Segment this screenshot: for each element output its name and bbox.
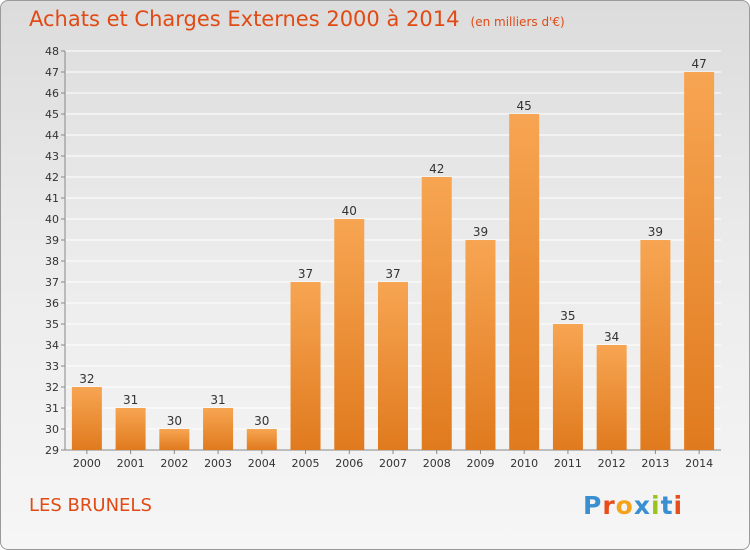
x-tick-label: 2001 xyxy=(117,457,145,470)
y-tick-label: 30 xyxy=(45,423,59,436)
bar-2010 xyxy=(509,114,540,450)
data-label: 45 xyxy=(517,99,532,113)
bars xyxy=(71,72,715,450)
logo-letter: r xyxy=(602,491,616,520)
data-label: 39 xyxy=(473,225,488,239)
y-tick-label: 36 xyxy=(45,297,59,310)
x-tick-label: 2012 xyxy=(598,457,626,470)
chart-title-block: Achats et Charges Externes 2000 à 2014 (… xyxy=(29,7,565,31)
y-tick-label: 35 xyxy=(45,318,59,331)
bar-2002 xyxy=(159,429,190,450)
logo-letter: P xyxy=(583,491,603,520)
y-tick-label: 43 xyxy=(45,150,59,163)
x-tick-label: 2014 xyxy=(685,457,713,470)
x-tick-label: 2010 xyxy=(510,457,538,470)
data-label: 42 xyxy=(429,162,444,176)
x-tick-label: 2008 xyxy=(423,457,451,470)
bar-2014 xyxy=(684,72,715,450)
y-tick-label: 45 xyxy=(45,108,59,121)
data-label: 31 xyxy=(210,393,225,407)
data-label: 30 xyxy=(167,414,182,428)
bar-2006 xyxy=(334,219,365,450)
data-label: 47 xyxy=(691,57,706,71)
bar-2003 xyxy=(203,408,234,450)
x-tick-label: 2002 xyxy=(160,457,188,470)
y-tick-label: 31 xyxy=(45,402,59,415)
x-tick-label: 2004 xyxy=(248,457,276,470)
y-tick-label: 37 xyxy=(45,276,59,289)
x-tick-label: 2013 xyxy=(641,457,669,470)
y-tick-label: 42 xyxy=(45,171,59,184)
y-tick-label: 38 xyxy=(45,255,59,268)
bar-2000 xyxy=(71,387,102,450)
bar-2005 xyxy=(290,282,321,450)
data-label: 31 xyxy=(123,393,138,407)
data-label: 37 xyxy=(298,267,313,281)
y-tick-label: 47 xyxy=(45,66,59,79)
logo-letter: t xyxy=(660,491,674,520)
y-tick-label: 44 xyxy=(45,129,59,142)
data-label: 39 xyxy=(648,225,663,239)
bar-2011 xyxy=(552,324,583,450)
y-tick-label: 29 xyxy=(45,444,59,457)
data-label: 34 xyxy=(604,330,619,344)
x-tick-label: 2011 xyxy=(554,457,582,470)
y-tick-label: 32 xyxy=(45,381,59,394)
logo-letter: i xyxy=(651,491,661,520)
logo-letter: x xyxy=(633,491,651,520)
bar-2013 xyxy=(640,240,671,450)
chart-title: Achats et Charges Externes 2000 à 2014 xyxy=(29,7,460,31)
bar-2004 xyxy=(246,429,277,450)
bar-2008 xyxy=(421,177,452,450)
data-label: 32 xyxy=(79,372,94,386)
y-tick-label: 34 xyxy=(45,339,59,352)
x-tick-label: 2007 xyxy=(379,457,407,470)
y-tick-label: 40 xyxy=(45,213,59,226)
data-label: 30 xyxy=(254,414,269,428)
x-tick-label: 2009 xyxy=(466,457,494,470)
bar-2001 xyxy=(115,408,146,450)
x-tick-label: 2003 xyxy=(204,457,232,470)
proxiti-logo[interactable]: Proxiti xyxy=(583,491,683,520)
data-label: 37 xyxy=(385,267,400,281)
logo-letter: o xyxy=(615,491,634,520)
x-tick-label: 2000 xyxy=(73,457,101,470)
logo-letter: i xyxy=(673,491,684,520)
commune-name: LES BRUNELS xyxy=(29,495,152,516)
y-tick-label: 41 xyxy=(45,192,59,205)
y-tick-label: 48 xyxy=(45,45,59,58)
chart-unit: (en milliers d'€) xyxy=(470,15,565,29)
bar-2009 xyxy=(465,240,496,450)
data-label: 35 xyxy=(560,309,575,323)
data-labels: 32 31 30 31 30 37 40 37 42 39 45 35 34 39 47 xyxy=(79,57,707,428)
data-label: 40 xyxy=(342,204,357,218)
y-tick-label: 33 xyxy=(45,360,59,373)
x-tick-label: 2005 xyxy=(292,457,320,470)
bar-2007 xyxy=(378,282,408,450)
y-tick-label: 39 xyxy=(45,234,59,247)
y-tick-label: 46 xyxy=(45,87,59,100)
bar-2012 xyxy=(596,345,627,450)
x-tick-label: 2006 xyxy=(335,457,363,470)
